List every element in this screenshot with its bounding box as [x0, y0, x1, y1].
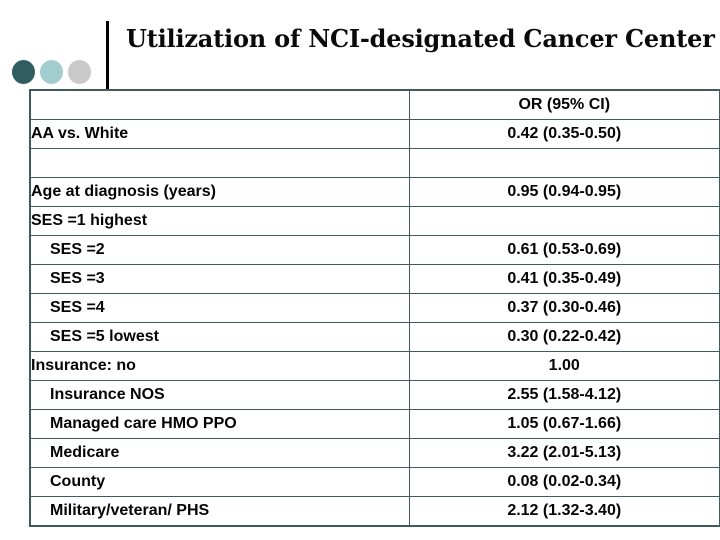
row-label-cell: AA vs. White: [29, 119, 410, 149]
row-label-cell: Managed care HMO PPO: [29, 409, 410, 439]
row-label-cell: SES =4: [29, 293, 410, 323]
row-label-cell: Insurance NOS: [29, 380, 410, 410]
row-value-cell: 0.95 (0.94-0.95): [408, 177, 720, 207]
table-row: Military/veteran/ PHS 2.12 (1.32-3.40): [29, 496, 720, 527]
gray-dot-icon: [68, 60, 91, 84]
light-teal-dot-icon: [40, 60, 63, 84]
table-row: Managed care HMO PPO 1.05 (0.67-1.66): [29, 409, 720, 439]
table-row: SES =2 0.61 (0.53-0.69): [29, 235, 720, 265]
row-value-cell: 2.12 (1.32-3.40): [408, 496, 720, 527]
table-row: AA vs. White 0.42 (0.35-0.50): [29, 119, 720, 149]
table-row: SES =4 0.37 (0.30-0.46): [29, 293, 720, 323]
row-value-cell: [408, 148, 720, 178]
table-row: SES =5 lowest 0.30 (0.22-0.42): [29, 322, 720, 352]
row-value-cell: 2.55 (1.58-4.12): [408, 380, 720, 410]
row-value-cell: 3.22 (2.01-5.13): [408, 438, 720, 468]
table-row: SES =1 highest: [29, 206, 720, 236]
row-value-cell: 0.42 (0.35-0.50): [408, 119, 720, 149]
row-value-cell: [408, 206, 720, 236]
row-value-cell: 0.61 (0.53-0.69): [408, 235, 720, 265]
table-row: SES =3 0.41 (0.35-0.49): [29, 264, 720, 294]
table-body: AA vs. White 0.42 (0.35-0.50) Age at diagn…: [29, 119, 720, 527]
row-label-cell: SES =1 highest: [29, 206, 410, 236]
table-row: Age at diagnosis (years) 0.95 (0.94-0.95): [29, 177, 720, 207]
odds-ratio-table: OR (95% CI) AA vs. White 0.42 (0.35-0.50)…: [29, 89, 720, 527]
row-label-cell: SES =2: [29, 235, 410, 265]
row-label-cell: Insurance: no: [29, 351, 410, 381]
table-row: Insurance: no 1.00: [29, 351, 720, 381]
table-row: [29, 148, 720, 178]
row-label-cell: Military/veteran/ PHS: [29, 496, 410, 527]
table-header-row: OR (95% CI): [29, 89, 720, 120]
row-value-cell: 1.00: [408, 351, 720, 381]
header-or-ci-cell: OR (95% CI): [408, 89, 720, 120]
row-label-cell: SES =5 lowest: [29, 322, 410, 352]
row-value-cell: 1.05 (0.67-1.66): [408, 409, 720, 439]
row-value-cell: 0.30 (0.22-0.42): [408, 322, 720, 352]
table-row: Insurance NOS 2.55 (1.58-4.12): [29, 380, 720, 410]
title-divider: [106, 21, 109, 89]
decoration-dots: [12, 60, 91, 84]
row-value-cell: 0.37 (0.30-0.46): [408, 293, 720, 323]
dark-teal-dot-icon: [12, 60, 35, 84]
row-label-cell: County: [29, 467, 410, 497]
row-label-cell: [29, 148, 410, 178]
row-label-cell: Medicare: [29, 438, 410, 468]
table-row: County 0.08 (0.02-0.34): [29, 467, 720, 497]
table-row: Medicare 3.22 (2.01-5.13): [29, 438, 720, 468]
slide-title: Utilization of NCI-designated Cancer Cen…: [126, 24, 715, 53]
row-value-cell: 0.08 (0.02-0.34): [408, 467, 720, 497]
row-label-cell: SES =3: [29, 264, 410, 294]
header-empty-cell: [29, 89, 410, 120]
row-value-cell: 0.41 (0.35-0.49): [408, 264, 720, 294]
row-label-cell: Age at diagnosis (years): [29, 177, 410, 207]
